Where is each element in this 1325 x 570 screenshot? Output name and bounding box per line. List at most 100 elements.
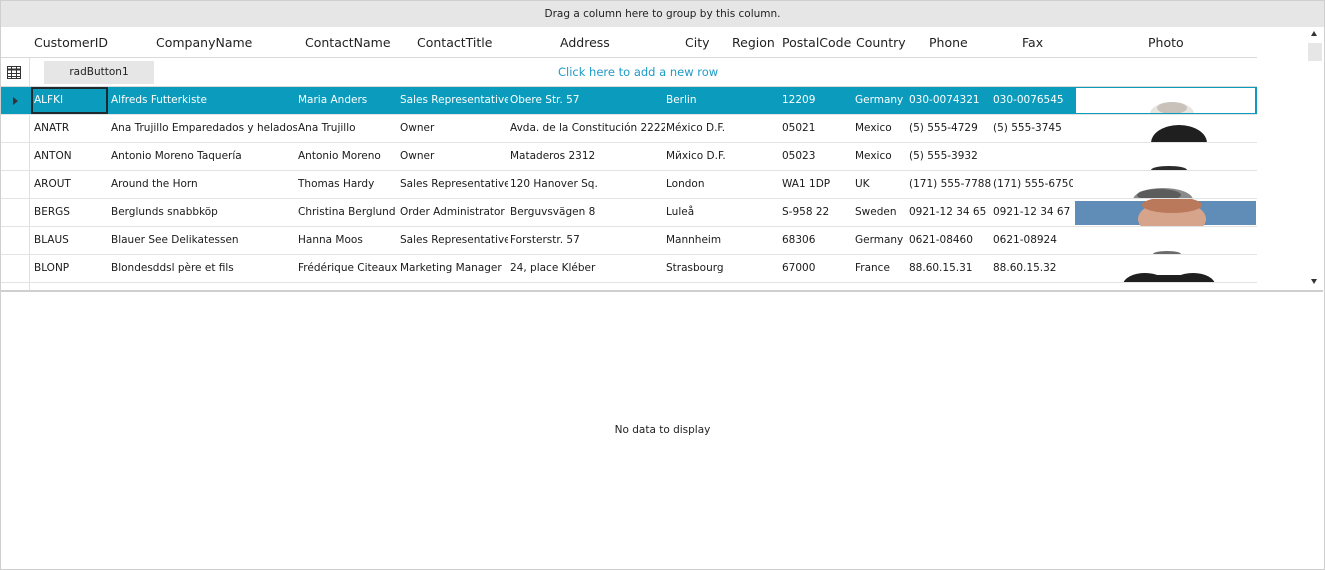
scroll-down-arrow-icon[interactable] [1311, 279, 1317, 284]
table-row[interactable]: BLAUS Blauer See Delikatessen Hanna Moos… [1, 227, 1257, 255]
cell-contactname[interactable]: Ana Trujillo [298, 122, 356, 134]
cell-address[interactable]: 120 Hanover Sq. [510, 178, 598, 190]
cell-phone[interactable]: 88.60.15.31 [909, 262, 973, 274]
cell-photo[interactable] [1075, 171, 1256, 198]
cell-country[interactable]: UK [855, 178, 870, 190]
cell-contacttitle[interactable]: Order Administrator [400, 206, 505, 218]
cell-contactname[interactable]: Maria Anders [298, 94, 368, 106]
row-indicator[interactable] [1, 227, 30, 254]
cell-postalcode[interactable]: S-958 22 [782, 206, 830, 218]
column-header-contacttitle[interactable]: ContactTitle [417, 35, 493, 50]
scroll-up-arrow-icon[interactable] [1311, 31, 1317, 36]
cell-country[interactable]: Germany [855, 94, 904, 106]
new-row[interactable]: radButton1 Click here to add a new row [1, 58, 1257, 87]
cell-contactname[interactable]: Christina Berglund [298, 206, 396, 218]
cell-contacttitle[interactable]: Owner [400, 150, 435, 162]
column-header-postalcode[interactable]: PostalCode [782, 35, 852, 50]
cell-photo[interactable] [1075, 227, 1256, 254]
cell-contactname[interactable]: Frédérique Citeaux [298, 262, 398, 274]
cell-region[interactable] [732, 227, 780, 254]
row-indicator[interactable] [1, 171, 30, 198]
row-indicator[interactable] [1, 199, 30, 226]
cell-city[interactable]: México D.F. [666, 122, 726, 134]
cell-contacttitle[interactable]: Sales Representative [400, 94, 508, 106]
cell-customerid[interactable]: BLAUS [34, 234, 69, 246]
cell-customerid[interactable]: ALFKI [34, 94, 64, 106]
cell-city[interactable]: Berlin [666, 94, 697, 106]
column-header-country[interactable]: Country [856, 35, 906, 50]
cell-fax[interactable]: 0621-08924 [993, 234, 1057, 246]
cell-contacttitle[interactable]: Owner [400, 122, 435, 134]
cell-companyname[interactable]: Berglunds snabbköp [111, 206, 218, 218]
cell-photo[interactable] [1075, 255, 1256, 282]
cell-photo[interactable] [1075, 199, 1256, 226]
table-row[interactable]: BLONP Blondesddsl père et fils Frédériqu… [1, 255, 1257, 283]
cell-fax[interactable]: (171) 555-6750 [993, 178, 1073, 190]
cell-contacttitle[interactable]: Sales Representative [400, 178, 508, 190]
scroll-thumb[interactable] [1308, 43, 1322, 61]
cell-fax[interactable]: 0921-12 34 67 [993, 206, 1071, 218]
cell-companyname[interactable]: Alfreds Futterkiste [111, 94, 207, 106]
cell-postalcode[interactable]: 05021 [782, 122, 816, 134]
column-header-region[interactable]: Region [732, 35, 775, 50]
cell-region[interactable] [732, 199, 780, 226]
cell-contactname[interactable]: Thomas Hardy [298, 178, 375, 190]
vertical-scrollbar[interactable] [1305, 27, 1324, 291]
cell-city[interactable]: Luleå [666, 206, 695, 218]
cell-photo[interactable] [1075, 87, 1256, 114]
cell-contacttitle[interactable]: Sales Representative [400, 234, 508, 246]
column-header-address[interactable]: Address [560, 35, 610, 50]
cell-country[interactable]: France [855, 262, 890, 274]
cell-phone[interactable]: (5) 555-3932 [909, 150, 978, 162]
cell-city[interactable]: Mannheim [666, 234, 722, 246]
table-row[interactable]: ALFKI Alfreds Futterkiste Maria Anders S… [1, 87, 1257, 115]
cell-customerid[interactable]: BERGS [34, 206, 70, 218]
column-header-phone[interactable]: Phone [929, 35, 968, 50]
cell-region[interactable] [732, 87, 780, 114]
column-header-customerid[interactable]: CustomerID [34, 35, 109, 50]
cell-postalcode[interactable]: WA1 1DP [782, 178, 831, 190]
cell-customerid[interactable]: AROUT [34, 178, 71, 190]
table-row[interactable]: AROUT Around the Horn Thomas Hardy Sales… [1, 171, 1257, 199]
cell-companyname[interactable]: Antonio Moreno Taquería [111, 150, 242, 162]
cell-companyname[interactable]: Around the Horn [111, 178, 198, 190]
cell-photo[interactable] [1075, 143, 1256, 170]
cell-phone[interactable]: 0621-08460 [909, 234, 973, 246]
row-indicator[interactable] [1, 115, 30, 142]
row-indicator[interactable] [1, 143, 30, 170]
cell-address[interactable]: 24, place Kléber [510, 262, 596, 274]
rad-button-1[interactable]: radButton1 [44, 61, 154, 84]
table-row[interactable]: ANATR Ana Trujillo Emparedados y helados… [1, 115, 1257, 143]
cell-companyname[interactable]: Ana Trujillo Emparedados y helados [111, 122, 297, 134]
cell-fax[interactable]: 88.60.15.32 [993, 262, 1057, 274]
column-header-contactname[interactable]: ContactName [305, 35, 391, 50]
cell-city[interactable]: Mйxico D.F. [666, 150, 726, 162]
cell-customerid[interactable]: BLONP [34, 262, 70, 274]
cell-fax[interactable]: 030-0076545 [993, 94, 1064, 106]
cell-postalcode[interactable]: 05023 [782, 150, 816, 162]
cell-customerid[interactable]: ANTON [34, 150, 72, 162]
row-indicator[interactable] [1, 87, 30, 114]
cell-phone[interactable]: 0921-12 34 65 [909, 206, 987, 218]
cell-region[interactable] [732, 115, 780, 142]
cell-contactname[interactable]: Hanna Moos [298, 234, 363, 246]
row-indicator[interactable] [1, 255, 30, 282]
cell-city[interactable]: London [666, 178, 705, 190]
cell-companyname[interactable]: Blauer See Delikatessen [111, 234, 239, 246]
column-header-city[interactable]: City [685, 35, 710, 50]
table-row[interactable]: ANTON Antonio Moreno Taquería Antonio Mo… [1, 143, 1257, 171]
cell-customerid[interactable]: ANATR [34, 122, 70, 134]
add-new-row-link[interactable]: Click here to add a new row [558, 65, 719, 79]
cell-country[interactable]: Mexico [855, 150, 892, 162]
cell-region[interactable] [732, 255, 780, 282]
splitter[interactable] [0, 290, 1323, 292]
cell-fax[interactable] [993, 143, 1073, 170]
cell-postalcode[interactable]: 12209 [782, 94, 816, 106]
cell-address[interactable]: Obere Str. 57 [510, 94, 580, 106]
cell-country[interactable]: Mexico [855, 122, 892, 134]
cell-phone[interactable]: (171) 555-7788 [909, 178, 991, 190]
cell-companyname[interactable]: Blondesddsl père et fils [111, 262, 234, 274]
column-header-fax[interactable]: Fax [1022, 35, 1044, 50]
cell-address[interactable]: Berguvsvägen 8 [510, 206, 596, 218]
cell-address[interactable]: Avda. de la Constitución 2222 [510, 122, 665, 134]
